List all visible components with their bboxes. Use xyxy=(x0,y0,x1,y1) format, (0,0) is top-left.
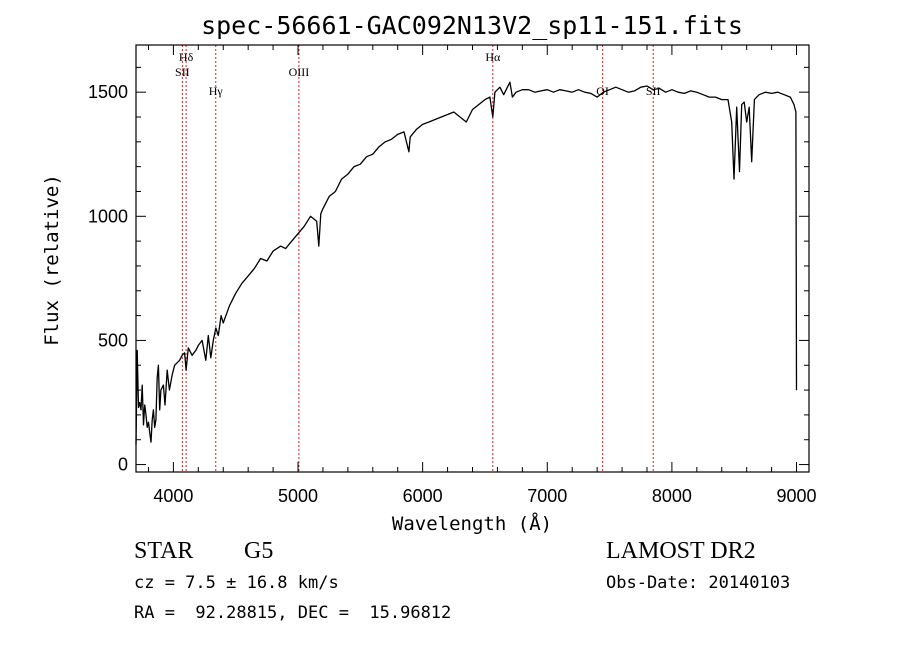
y-tick-label-3: 1500 xyxy=(88,82,128,102)
x-tick-label-0: 4000 xyxy=(153,486,193,506)
object-subclass: G5 xyxy=(244,538,274,564)
line-marker-label-4: Hα xyxy=(485,50,501,64)
x-axis-label: Wavelength (Å) xyxy=(392,512,552,535)
x-tick-label-2: 6000 xyxy=(403,486,443,506)
line-marker-label-1: SII xyxy=(175,65,190,79)
y-axis-label: Flux (relative) xyxy=(41,174,63,346)
survey-name: LAMOST DR2 xyxy=(606,538,756,564)
object-class: STAR xyxy=(134,538,194,564)
y-tick-label-2: 1000 xyxy=(88,206,128,226)
coordinates: RA = 92.28815, DEC = 15.96812 xyxy=(134,603,452,623)
redshift-velocity: cz = 7.5 ± 16.8 km/s xyxy=(134,573,339,593)
x-tick-label-4: 8000 xyxy=(652,486,692,506)
x-tick-label-3: 7000 xyxy=(527,486,567,506)
observation-date: Obs-Date: 20140103 xyxy=(606,573,791,593)
spectrum-series xyxy=(135,81,798,445)
line-marker-label-3: OIII xyxy=(289,65,310,79)
axis-ticks: 4000 5000 6000 7000 8000 9000 0 500 1000 1500 xyxy=(88,45,817,506)
x-tick-label-1: 5000 xyxy=(278,486,318,506)
y-tick-label-1: 500 xyxy=(98,330,128,350)
line-marker-label-2: Hγ xyxy=(209,84,224,98)
chart-title: spec-56661-GAC092N13V2_sp11-151.fits xyxy=(201,11,743,40)
y-tick-label-0: 0 xyxy=(118,455,128,475)
line-marker-label-0: Hδ xyxy=(179,50,194,64)
x-tick-label-5: 9000 xyxy=(777,486,817,506)
spectrum-line-0 xyxy=(135,81,798,445)
